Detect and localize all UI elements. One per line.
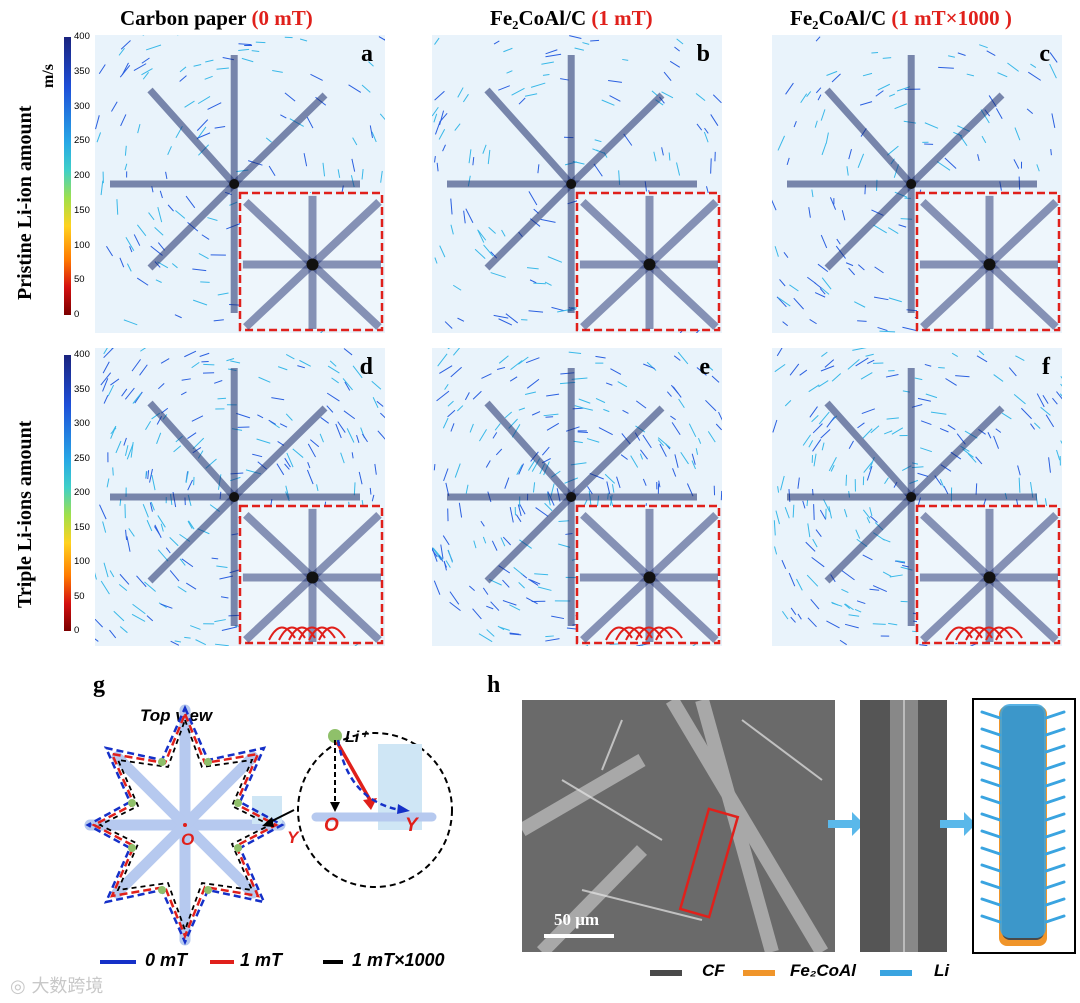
legend-swatch-cf — [650, 970, 682, 976]
row-title-triple: Triple Li-ions amount — [14, 420, 36, 608]
colorbar-tick: 200 — [74, 487, 90, 498]
scale-bar-label: 50 μm — [554, 910, 600, 929]
legend-label-0mt: 0 mT — [145, 950, 188, 970]
simulation-panel: a — [95, 35, 385, 333]
legend-swatch-0mt — [100, 960, 136, 964]
watermark-logo-icon: ◎ — [10, 976, 32, 997]
legend-swatch-li — [880, 970, 912, 976]
row-title-pristine: Pristine Li-ion amount — [14, 105, 36, 300]
sem-zoom-image — [860, 700, 947, 952]
legend-label-li: Li — [934, 961, 950, 980]
legend-label-fe2coal: Fe₂CoAl — [790, 961, 856, 980]
simulation-panel: c — [772, 35, 1062, 333]
column-title-carbon-paper: Carbon paper (0 mT) — [120, 6, 313, 30]
zoom-origin-label: O — [324, 815, 339, 836]
zoom-axis-label: Y — [405, 815, 418, 836]
legend-swatch-1mt — [210, 960, 234, 964]
column-title-fe2coal-1mt: Fe₂CoAl/C (1 mT) — [490, 6, 653, 30]
colorbar-tick: 350 — [74, 383, 90, 395]
colorbar-tick: 300 — [74, 418, 90, 429]
colorbar-top — [64, 37, 71, 315]
arrow-icon — [940, 812, 976, 836]
colorbar-tick: 400 — [74, 349, 90, 360]
fiber-schematic — [972, 698, 1076, 954]
simulation-panel: f — [772, 348, 1062, 646]
panel-label-g: g — [93, 672, 105, 698]
colorbar-tick: 300 — [74, 100, 90, 112]
legend-label-1000x: 1 mT×1000 — [352, 950, 445, 970]
axis-label: Y — [287, 828, 299, 847]
colorbar-tick: 200 — [74, 170, 90, 181]
panel-label: a — [361, 41, 373, 67]
panel-label-h: h — [487, 672, 501, 698]
colorbar-tick: 100 — [74, 239, 90, 251]
colorbar-tick: 150 — [74, 204, 90, 216]
colorbar-tick: 250 — [74, 452, 90, 464]
simulation-panel: d — [95, 348, 385, 646]
panel-label: f — [1042, 354, 1050, 380]
legend-swatch-1000x — [323, 960, 343, 964]
column-title-fe2coal-1000x: Fe₂CoAl/C (1 mT×1000 ) — [790, 6, 1012, 30]
colorbar-tick: 50 — [74, 590, 85, 602]
colorbar-unit: m/s — [40, 64, 57, 88]
legend-label-1mt: 1 mT — [240, 950, 283, 970]
colorbar-tick: 250 — [74, 135, 90, 147]
simulation-panel: b — [432, 35, 722, 333]
origin-label: O — [181, 830, 195, 849]
colorbar-tick: 0 — [74, 625, 80, 636]
simulation-panel: e — [432, 348, 722, 646]
li-ion-label: Li⁺ — [345, 729, 368, 746]
sem-image — [522, 700, 835, 952]
colorbar-tick: 150 — [74, 521, 90, 533]
colorbar-tick: 400 — [74, 31, 90, 42]
watermark: ◎ 大数跨境 — [10, 976, 104, 997]
arrow-icon — [828, 812, 864, 836]
legend-label-cf: CF — [702, 961, 725, 980]
colorbar-bottom — [64, 355, 71, 631]
panel-label: b — [696, 41, 710, 67]
colorbar-tick: 50 — [74, 274, 85, 286]
colorbar-tick: 0 — [74, 309, 80, 320]
panel-label: e — [699, 354, 710, 380]
top-view-diagram — [84, 704, 453, 946]
legend-swatch-fe2coal — [743, 970, 775, 976]
panel-label: c — [1039, 41, 1050, 67]
colorbar-tick: 350 — [74, 65, 90, 77]
colorbar-tick: 100 — [74, 556, 90, 567]
panel-label: d — [359, 354, 373, 380]
top-view-title: Top view — [140, 706, 213, 725]
